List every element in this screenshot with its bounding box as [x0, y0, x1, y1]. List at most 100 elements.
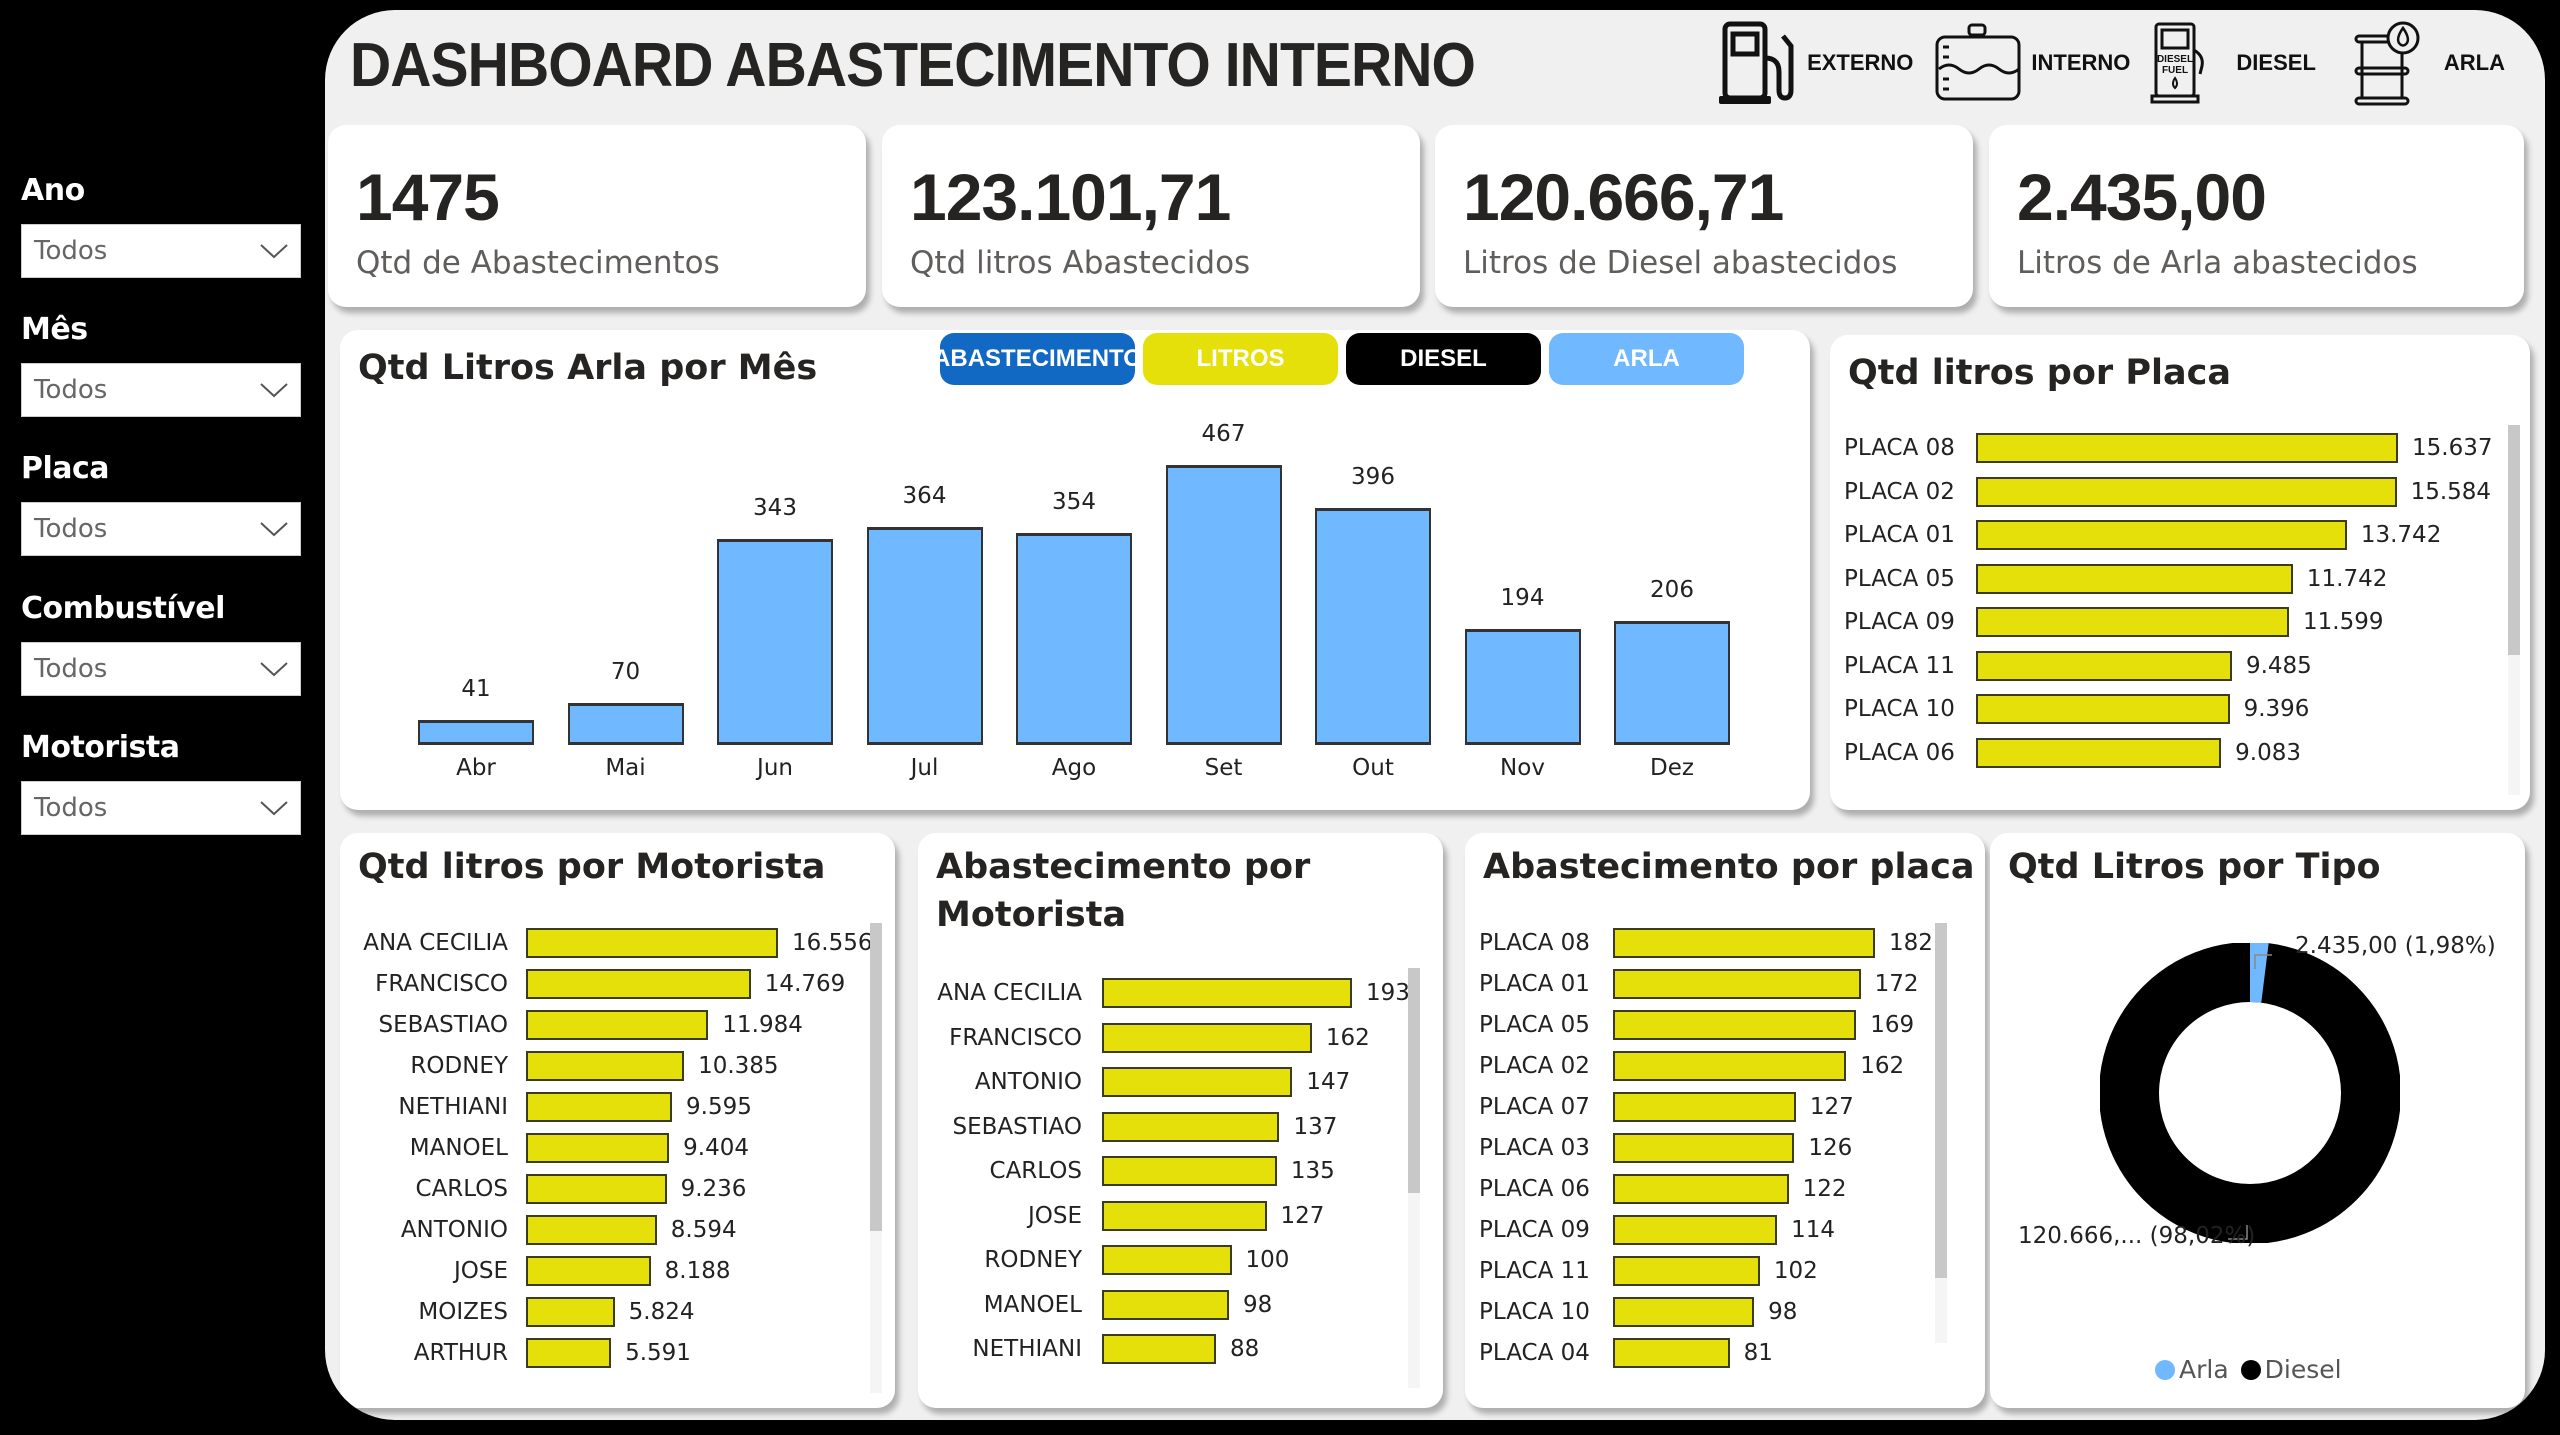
bar[interactable]	[1613, 1338, 1730, 1368]
bar[interactable]	[1613, 1133, 1795, 1163]
legend-label-arla[interactable]: Arla	[2179, 1355, 2229, 1384]
bar-row[interactable]: PLACA 08 182	[1479, 928, 1933, 958]
bar-row[interactable]: MOIZES 5.824	[354, 1297, 695, 1327]
bar-row[interactable]: PLACA 09 11.599	[1844, 607, 2384, 637]
bar-row[interactable]: FRANCISCO 14.769	[354, 969, 845, 999]
bar-row[interactable]: PLACA 05 11.742	[1844, 563, 2387, 594]
bar-row[interactable]: PLACA 01 172	[1479, 969, 1919, 999]
bar-row[interactable]: CARLOS 135	[932, 1156, 1335, 1186]
bar[interactable]	[526, 928, 778, 958]
bar[interactable]	[1976, 607, 2290, 637]
donut-segment-diesel[interactable]	[2100, 943, 2400, 1243]
bar[interactable]	[1102, 1245, 1232, 1275]
bar-row[interactable]: ANA CECILIA 16.556	[354, 928, 872, 958]
bar-row[interactable]: MANOEL 9.404	[354, 1133, 749, 1163]
column-bar[interactable]	[717, 539, 833, 745]
scrollbar[interactable]	[1935, 923, 1947, 1343]
bar[interactable]	[1613, 928, 1875, 958]
column-bar[interactable]	[1464, 628, 1581, 745]
toggle-diesel-button[interactable]: DIESEL	[1346, 333, 1541, 385]
bar[interactable]	[1976, 476, 2397, 507]
bar[interactable]	[1613, 1215, 1778, 1245]
motorista-dropdown[interactable]: Todos	[21, 781, 301, 835]
bar[interactable]	[526, 1092, 673, 1122]
bar-row[interactable]: PLACA 03 126	[1479, 1133, 1852, 1163]
toggle-abastecimento-button[interactable]: ABASTECIMENTO	[933, 333, 1142, 385]
bar-row[interactable]: RODNEY 100	[932, 1245, 1289, 1275]
scrollbar[interactable]	[2508, 425, 2520, 795]
bar-row[interactable]: NETHIANI 9.595	[354, 1092, 752, 1122]
bar-row[interactable]: JOSE 8.188	[354, 1256, 730, 1286]
bar[interactable]	[526, 1010, 709, 1040]
bar[interactable]	[1613, 1051, 1847, 1081]
bar[interactable]	[1976, 737, 2222, 768]
column-bar[interactable]	[1165, 465, 1282, 745]
bar[interactable]	[526, 969, 751, 999]
donut-segment-arla[interactable]	[2100, 943, 2400, 1243]
bar[interactable]	[1613, 1010, 1857, 1040]
bar[interactable]	[1613, 1256, 1760, 1286]
bar-row[interactable]: PLACA 02 15.584	[1844, 476, 2491, 507]
scrollbar-thumb[interactable]	[2508, 425, 2520, 655]
column-bar[interactable]	[418, 720, 534, 745]
scrollbar-thumb[interactable]	[870, 923, 882, 1231]
scrollbar-thumb[interactable]	[1935, 923, 1947, 1278]
bar[interactable]	[1976, 694, 2230, 724]
bar[interactable]	[1102, 1111, 1280, 1142]
bar[interactable]	[1102, 978, 1352, 1008]
bar[interactable]	[1102, 1067, 1293, 1097]
placa-dropdown[interactable]: Todos	[21, 502, 301, 556]
bar[interactable]	[526, 1338, 612, 1368]
bar-row[interactable]: MANOEL 98	[932, 1289, 1272, 1320]
bar-row[interactable]: RODNEY 10.385	[354, 1051, 779, 1081]
bar[interactable]	[526, 1297, 615, 1327]
bar-row[interactable]: PLACA 04 81	[1479, 1338, 1773, 1368]
toggle-litros-button[interactable]: LITROS	[1143, 333, 1338, 385]
column-bar[interactable]	[1614, 621, 1730, 745]
bar-row[interactable]: FRANCISCO 162	[932, 1022, 1370, 1053]
scrollbar[interactable]	[1408, 968, 1420, 1388]
toggle-arla-button[interactable]: ARLA	[1549, 333, 1744, 385]
bar-row[interactable]: SEBASTIAO 137	[932, 1111, 1337, 1142]
column-bar[interactable]	[866, 526, 983, 745]
bar-row[interactable]: ARTHUR 5.591	[354, 1338, 691, 1368]
bar-row[interactable]: PLACA 06 9.083	[1844, 737, 2301, 768]
mes-dropdown[interactable]: Todos	[21, 363, 301, 417]
column-bar[interactable]	[1315, 507, 1431, 745]
bar-row[interactable]: ANA CECILIA 193	[932, 978, 1410, 1008]
bar-row[interactable]: SEBASTIAO 11.984	[354, 1010, 803, 1040]
combustivel-dropdown[interactable]: Todos	[21, 642, 301, 696]
bar[interactable]	[526, 1215, 657, 1245]
bar-row[interactable]: ANTONIO 147	[932, 1067, 1350, 1097]
bar-row[interactable]: PLACA 06 122	[1479, 1174, 1847, 1204]
bar[interactable]	[1613, 1174, 1789, 1204]
bar[interactable]	[526, 1256, 651, 1286]
column-bar[interactable]	[567, 703, 684, 745]
bar-row[interactable]: PLACA 11 102	[1479, 1256, 1818, 1286]
bar[interactable]	[1613, 969, 1861, 999]
bar-row[interactable]: ANTONIO 8.594	[354, 1215, 737, 1245]
bar-row[interactable]: CARLOS 9.236	[354, 1174, 746, 1204]
bar-row[interactable]: PLACA 08 15.637	[1844, 433, 2492, 463]
legend-label-diesel[interactable]: Diesel	[2264, 1355, 2342, 1384]
scrollbar[interactable]	[870, 923, 882, 1393]
scrollbar-thumb[interactable]	[1408, 968, 1420, 1193]
bar-row[interactable]: PLACA 07 127	[1479, 1092, 1854, 1122]
bar[interactable]	[1976, 433, 2398, 463]
bar[interactable]	[1102, 1289, 1229, 1320]
bar-row[interactable]: NETHIANI 88	[932, 1334, 1259, 1364]
bar[interactable]	[1613, 1092, 1796, 1122]
bar-row[interactable]: PLACA 11 9.485	[1844, 650, 2312, 681]
bar-row[interactable]: PLACA 05 169	[1479, 1010, 1914, 1040]
column-bar[interactable]	[1016, 532, 1132, 745]
ano-dropdown[interactable]: Todos	[21, 224, 301, 278]
bar[interactable]	[1102, 1156, 1277, 1186]
bar-row[interactable]: PLACA 10 98	[1479, 1297, 1797, 1327]
bar[interactable]	[526, 1174, 667, 1204]
bar[interactable]	[526, 1051, 685, 1081]
bar-row[interactable]: PLACA 10 9.396	[1844, 694, 2309, 724]
bar-row[interactable]: PLACA 09 114	[1479, 1215, 1835, 1245]
bar-row[interactable]: PLACA 01 13.742	[1844, 520, 2441, 550]
bar-row[interactable]: JOSE 127	[932, 1200, 1324, 1231]
bar[interactable]	[1976, 520, 2347, 550]
